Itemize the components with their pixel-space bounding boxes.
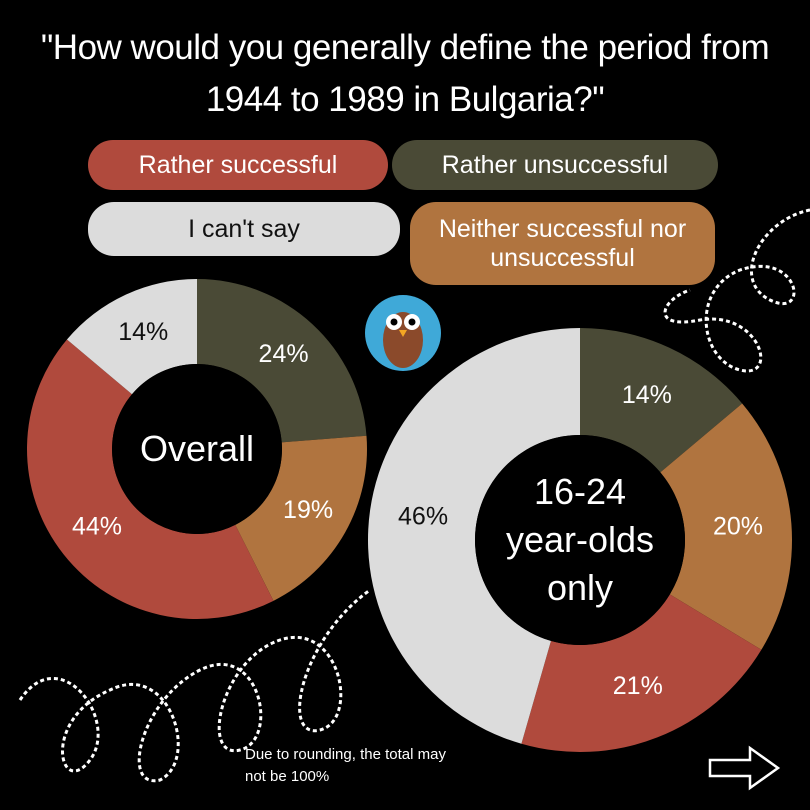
pie-slice (66, 279, 197, 395)
value-label: 24% (259, 340, 309, 368)
legend-item: I can't say (88, 202, 400, 256)
pie-slice (235, 435, 367, 601)
pie-slice (660, 403, 792, 650)
value-label: 14% (622, 381, 672, 409)
value-label: 46% (398, 502, 448, 530)
legend-item: Rather unsuccessful (392, 140, 718, 190)
title: "How would you generally define the peri… (40, 28, 770, 119)
value-label: 21% (613, 672, 663, 700)
pie-slice (580, 328, 743, 473)
note: Due to rounding, the total may not be 10… (245, 746, 446, 785)
legend-item: Neither successful nor unsuccessful (410, 202, 715, 285)
center-label: 16-24 year-olds only (505, 471, 655, 608)
owl-icon (365, 295, 441, 371)
center-label: Overall (139, 428, 255, 469)
value-label: 20% (713, 512, 763, 540)
pie-slice (26, 339, 274, 619)
decoration (18, 208, 810, 791)
pie-slice (368, 327, 580, 744)
value-label: 14% (118, 318, 168, 346)
value-label: 19% (283, 496, 333, 524)
donut-hole (475, 435, 685, 645)
donut-hole (112, 364, 282, 534)
value-label: 44% (72, 513, 122, 541)
legend-item: Rather successful (88, 140, 388, 190)
pie-slice (197, 279, 367, 443)
pie-slice (521, 594, 762, 752)
